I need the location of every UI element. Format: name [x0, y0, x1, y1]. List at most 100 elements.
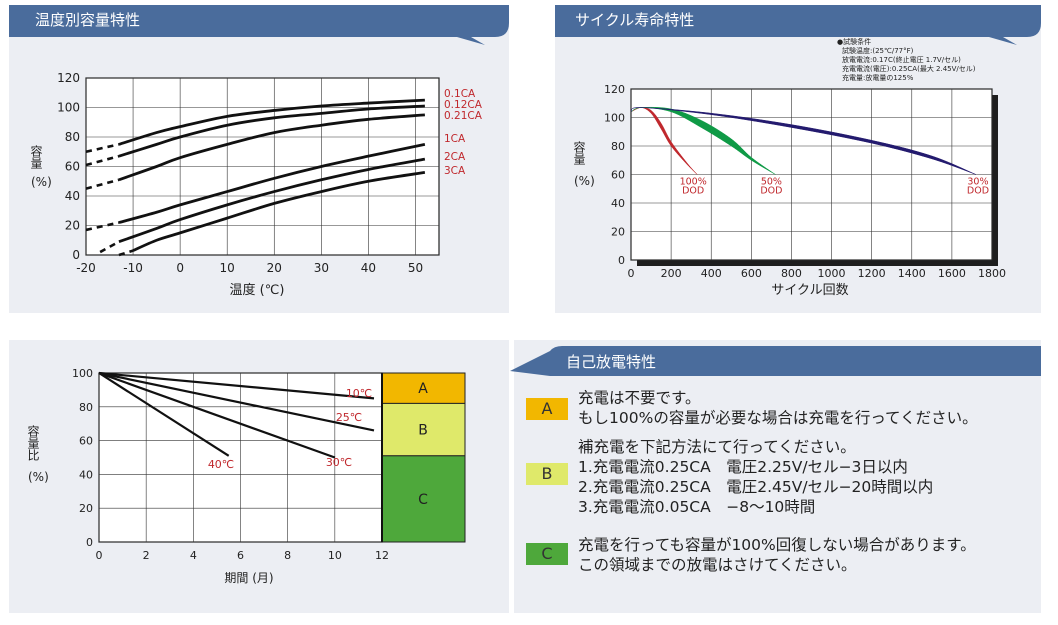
legend-line: 3.充電電流0.05CA −8〜10時間: [578, 498, 816, 516]
series-label: 2CA: [444, 151, 466, 163]
y-tick-label: 0: [72, 248, 80, 262]
condition-line: 試験温度:(25℃/77°F): [842, 47, 914, 55]
x-tick-label: 1600: [938, 267, 966, 280]
series-label: 25℃: [336, 411, 362, 424]
y-axis-unit: (%): [31, 175, 52, 189]
y-tick-label: 80: [611, 140, 625, 153]
self-discharge-legend-panel: 自己放電特性 A 充電は不要です。 もし100%の容量が必要な場合は充電を行ってく…: [510, 340, 1041, 613]
x-axis-label: 温度 (℃): [230, 282, 285, 298]
series-line-dashed: [85, 178, 120, 190]
y-tick-label: 80: [65, 130, 80, 144]
x-tick-label: 1400: [898, 267, 926, 280]
series-label: 10℃: [346, 387, 372, 400]
series-band: [630, 106, 776, 175]
legend-panel-title: 自己放電特性: [566, 353, 657, 371]
condition-line: 充電量:放電量の125%: [842, 74, 914, 82]
y-axis-label: 容量: [29, 144, 43, 169]
temp-panel: 温度別容量特性 0 20 40 60 80 100 120 -20 -10 0 10 20 30 40 50…: [9, 5, 509, 313]
x-tick-label: 800: [781, 267, 802, 280]
legend-line: 充電は不要です。: [578, 389, 701, 407]
temp-capacity-chart: 0 20 40 60 80 100 120 -20 -10 0 10 20 30 40 50 容量 (%) 温度 …: [29, 71, 483, 298]
series-label: 0.1CA: [444, 88, 476, 100]
x-tick-label: -10: [123, 261, 143, 275]
x-axis-label: サイクル回数: [771, 283, 848, 298]
x-axis-label: 期間 (月): [224, 571, 273, 585]
series-label: 30%: [967, 176, 988, 187]
legend-row-a: A 充電は不要です。 もし100%の容量が必要な場合は充電を行ってください。: [526, 388, 978, 428]
legend-line: 2.充電電流0.25CA 電圧2.45V/セル−20時間以内: [578, 478, 934, 496]
x-tick-label: 8: [284, 549, 291, 562]
x-tick-label: 1000: [818, 267, 846, 280]
series-line: [118, 143, 426, 224]
series-label: 100%: [680, 176, 707, 187]
y-tick-label: 40: [611, 197, 625, 210]
cycle-panel-header: サイクル寿命特性: [555, 5, 1041, 45]
x-tick-label: 0: [176, 261, 184, 275]
condition-line: 充電電流(電圧):0.25CA(最大 2.45V/セル): [842, 65, 976, 73]
x-tick-label: 0: [96, 549, 103, 562]
series-label: 0.21CA: [444, 110, 483, 122]
y-tick-label: 120: [604, 83, 625, 96]
zone-c-swatch: C: [526, 543, 568, 565]
y-tick-label: 20: [611, 226, 625, 239]
zone-label: B: [418, 423, 428, 439]
x-tick-label: 12: [375, 549, 389, 562]
zone-a-swatch: A: [526, 398, 568, 420]
zone-band: [381, 372, 466, 404]
x-tick-label: 10: [220, 261, 235, 275]
y-tick-label: 100: [72, 367, 93, 380]
series-band: [630, 107, 977, 175]
series-line: [118, 98, 425, 146]
y-tick-label: 40: [65, 189, 80, 203]
series-line-dashed: [85, 154, 120, 167]
x-tick-label: 400: [701, 267, 722, 280]
y-tick-label: 0: [86, 536, 93, 549]
x-tick-label: 50: [408, 261, 423, 275]
series-label: 50%: [761, 176, 782, 187]
series-line: [98, 371, 375, 400]
legend-row-c: C 充電を行っても容量が100%回復しない場合があります。 この領域までの放電はさ…: [526, 535, 976, 575]
y-tick-label: 120: [57, 71, 80, 85]
series-label: DOD: [967, 185, 989, 196]
y-tick-label: 60: [79, 435, 93, 448]
header-tab-shape: [555, 5, 1041, 45]
x-tick-label: 2: [143, 549, 150, 562]
cycle-panel-title: サイクル寿命特性: [575, 11, 695, 29]
series-line: [118, 104, 425, 158]
condition-line: ●試験条件: [837, 38, 872, 46]
zone-b-description: 補充電を下記方法にて行ってください。 1.充電電流0.25CA 電圧2.25V/セ…: [578, 437, 933, 517]
series-line-dashed: [99, 240, 120, 254]
y-tick-label: 80: [79, 401, 93, 414]
x-tick-label: 6: [237, 549, 244, 562]
zone-label: C: [418, 492, 428, 508]
legend-header: 自己放電特性: [510, 343, 1041, 379]
cycle-panel: サイクル寿命特性 ●試験条件 試験温度:(25℃/77°F) 放電電流:0.17…: [555, 5, 1041, 313]
self-discharge-panel: 0 20 40 60 80 100 0 2 4 6 8 10 12 A B C 容量比 (%) 期間 (月) 10℃ 2…: [9, 340, 509, 613]
series-label: 30℃: [326, 456, 352, 469]
series-line: [118, 157, 426, 244]
y-axis-label: 容量: [572, 140, 586, 165]
y-tick-label: 20: [65, 219, 80, 233]
y-axis-unit: (%): [28, 470, 49, 484]
zone-c-description: 充電を行っても容量が100%回復しない場合があります。 この領域までの放電はさけて…: [578, 535, 976, 575]
x-tick-label: 1800: [978, 267, 1006, 280]
self-discharge-chart: 0 20 40 60 80 100 0 2 4 6 8 10 12 A B C 容量比 (%) 期間 (月) 10℃ 2…: [26, 367, 466, 585]
legend-line: 補充電を下記方法にて行ってください。: [578, 438, 856, 456]
legend-row-b: B 補充電を下記方法にて行ってください。 1.充電電流0.25CA 電圧2.25V…: [526, 437, 933, 517]
series-line: [98, 371, 336, 459]
header-tab-shape: [510, 346, 1041, 376]
legend-line: 1.充電電流0.25CA 電圧2.25V/セル−3日以内: [578, 458, 908, 476]
temp-panel-title: 温度別容量特性: [35, 11, 141, 29]
series-line: [132, 171, 426, 252]
y-axis-label: 容量比: [26, 424, 40, 462]
series-line: [98, 372, 230, 457]
zone-label: A: [418, 381, 428, 397]
zone-b-swatch: B: [526, 463, 568, 485]
x-tick-label: 0: [628, 267, 635, 280]
zone-band: [381, 455, 466, 543]
series-label: 1CA: [444, 133, 466, 145]
series-line: [118, 113, 425, 182]
series-label: DOD: [682, 185, 704, 196]
legend-line: この領域までの放電はさけてください。: [578, 556, 857, 574]
